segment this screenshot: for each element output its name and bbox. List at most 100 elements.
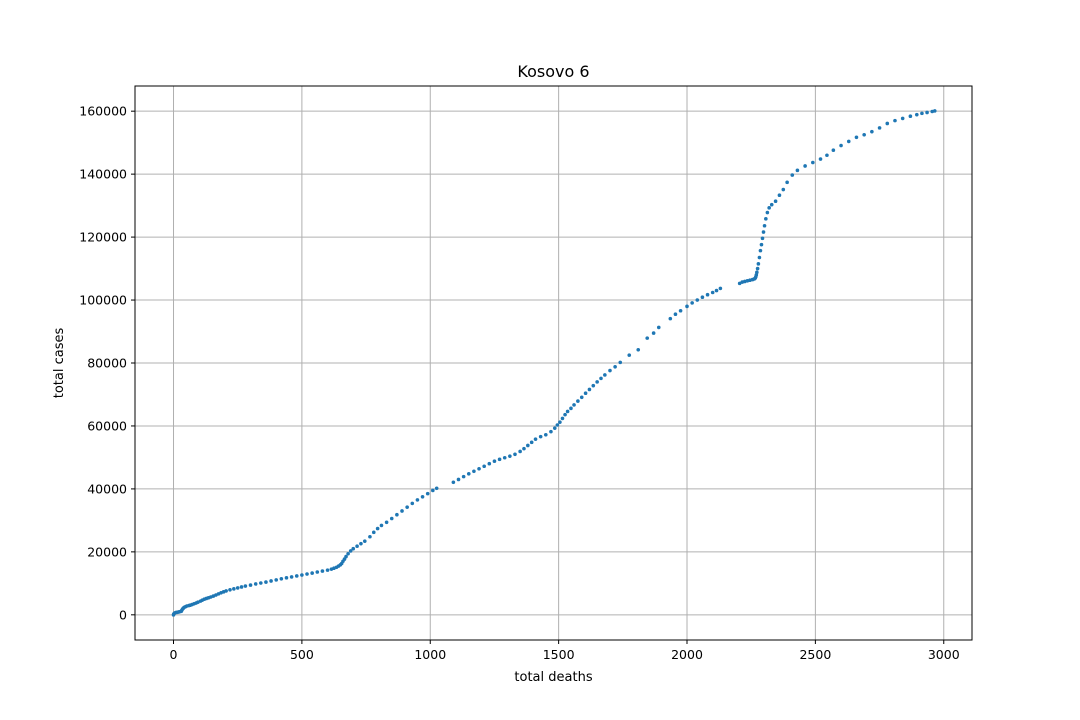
data-point bbox=[502, 455, 507, 460]
data-point bbox=[685, 304, 689, 309]
data-point bbox=[755, 266, 760, 271]
data-point bbox=[587, 387, 592, 392]
data-point bbox=[576, 399, 580, 403]
data-point bbox=[613, 364, 617, 369]
data-point bbox=[461, 474, 466, 479]
data-point bbox=[355, 544, 359, 548]
data-point bbox=[757, 255, 762, 260]
axis-ticks: 0 500 1000 1500 2000 2500 3000 0 20000 40000 60000… bbox=[79, 104, 959, 662]
data-point bbox=[877, 126, 882, 130]
data-point bbox=[384, 520, 389, 525]
data-point bbox=[825, 153, 829, 158]
data-point bbox=[777, 193, 782, 198]
x-tick-label: 0 bbox=[170, 647, 178, 662]
data-point bbox=[773, 199, 778, 204]
data-point bbox=[538, 434, 543, 439]
data-point bbox=[344, 554, 348, 559]
data-point bbox=[232, 587, 236, 591]
y-tick-label: 160000 bbox=[79, 104, 127, 119]
data-point bbox=[389, 516, 394, 521]
data-point bbox=[472, 469, 476, 474]
data-point bbox=[320, 569, 325, 573]
data-point bbox=[932, 109, 937, 113]
data-point bbox=[239, 585, 244, 589]
data-point bbox=[543, 432, 548, 437]
data-point bbox=[668, 316, 673, 321]
data-point bbox=[678, 308, 683, 313]
data-point bbox=[235, 586, 240, 590]
data-point bbox=[522, 446, 526, 451]
data-point bbox=[710, 290, 715, 295]
data-point bbox=[846, 139, 851, 144]
data-point bbox=[526, 443, 530, 448]
grid-lines bbox=[135, 86, 972, 640]
data-point bbox=[253, 582, 258, 586]
data-point bbox=[529, 440, 534, 445]
data-point bbox=[767, 206, 771, 210]
data-point bbox=[920, 111, 924, 116]
data-point bbox=[756, 262, 761, 266]
data-point bbox=[572, 403, 576, 407]
data-point bbox=[434, 486, 439, 491]
data-point bbox=[325, 568, 330, 572]
data-point bbox=[379, 523, 384, 528]
data-point bbox=[645, 336, 650, 340]
data-point bbox=[563, 412, 567, 417]
x-tick-label: 1000 bbox=[414, 647, 446, 662]
y-axis-label: total cases bbox=[52, 328, 67, 399]
data-point bbox=[818, 157, 823, 161]
data-point bbox=[513, 452, 517, 457]
data-point bbox=[656, 325, 661, 330]
data-point bbox=[560, 416, 565, 421]
data-point bbox=[269, 579, 273, 583]
data-point bbox=[718, 286, 723, 291]
data-point bbox=[228, 587, 232, 592]
data-point bbox=[914, 112, 919, 117]
data-point bbox=[862, 132, 866, 137]
data-point bbox=[769, 202, 774, 207]
y-tick-label: 40000 bbox=[87, 481, 127, 496]
data-point bbox=[508, 454, 512, 458]
data-point bbox=[583, 391, 588, 396]
data-point bbox=[259, 581, 263, 585]
data-point bbox=[700, 295, 705, 300]
data-point bbox=[908, 114, 913, 119]
data-point bbox=[765, 210, 770, 215]
data-point bbox=[627, 353, 632, 357]
data-point bbox=[375, 526, 380, 531]
data-point bbox=[405, 505, 409, 509]
data-point bbox=[690, 301, 694, 305]
data-point bbox=[294, 574, 299, 578]
data-point bbox=[279, 576, 284, 581]
data-point bbox=[477, 466, 481, 471]
data-point bbox=[714, 288, 719, 293]
data-point bbox=[400, 509, 404, 513]
data-point bbox=[451, 480, 456, 485]
data-point bbox=[533, 437, 538, 441]
data-point bbox=[492, 459, 497, 464]
data-point bbox=[885, 121, 890, 126]
chart-title: Kosovo 6 bbox=[517, 62, 589, 81]
data-point bbox=[558, 420, 562, 424]
data-point bbox=[305, 572, 309, 576]
data-point bbox=[839, 143, 843, 148]
data-point bbox=[552, 426, 557, 430]
data-point bbox=[362, 539, 367, 543]
data-point bbox=[599, 376, 603, 381]
data-point bbox=[758, 248, 763, 253]
data-point bbox=[565, 409, 570, 414]
data-point bbox=[359, 541, 363, 546]
data-point bbox=[348, 549, 353, 553]
x-tick-label: 500 bbox=[290, 647, 314, 662]
data-point bbox=[781, 187, 786, 192]
data-point bbox=[695, 298, 700, 302]
y-tick-label: 140000 bbox=[79, 167, 127, 182]
data-point bbox=[854, 135, 859, 140]
data-point bbox=[310, 571, 314, 575]
data-point bbox=[431, 488, 435, 493]
data-point bbox=[569, 406, 573, 411]
data-point bbox=[762, 223, 767, 228]
x-axis-label: total deaths bbox=[514, 670, 592, 685]
